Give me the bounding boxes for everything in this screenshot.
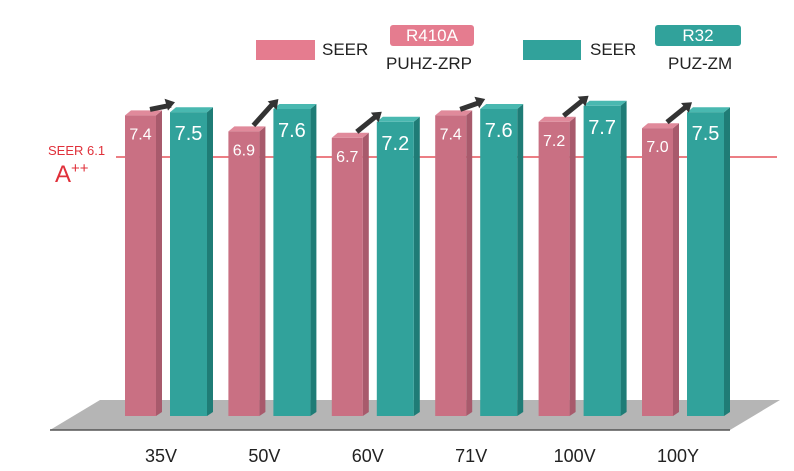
bar-35V-r32 <box>170 112 207 416</box>
bar-top <box>642 123 679 129</box>
legend-model-r32: PUZ-ZM <box>668 54 733 73</box>
data-label: 7.2 <box>543 133 565 150</box>
improvement-arrow-shaft <box>562 96 587 118</box>
bar-100Y-r410a <box>642 128 673 416</box>
legend-model-r410a: PUHZ-ZRP <box>386 54 472 73</box>
bar-top <box>435 110 473 116</box>
improvement-arrow-shaft <box>355 112 380 134</box>
data-label: 7.5 <box>175 123 203 145</box>
x-tick-label: 60V <box>352 446 384 466</box>
data-label: 7.6 <box>485 120 513 142</box>
x-tick-label: 35V <box>145 446 177 466</box>
bar-top <box>228 126 266 132</box>
bar-top <box>331 132 369 138</box>
energy-class-plus: ++ <box>71 160 89 177</box>
bar-60V-r410a <box>331 137 363 417</box>
bar-side <box>156 110 162 417</box>
data-label: 7.6 <box>278 120 306 142</box>
energy-class-letter: A <box>55 161 72 188</box>
improvement-arrow-icon <box>267 99 279 110</box>
bar-side <box>413 116 420 417</box>
bar-71V-r32 <box>480 109 518 416</box>
data-label: 7.5 <box>692 123 720 145</box>
legend-label-r32: SEER <box>590 40 637 59</box>
bar-top <box>583 100 627 106</box>
data-label: 7.4 <box>129 126 151 143</box>
bar-top <box>480 104 524 109</box>
data-label: 7.2 <box>381 133 409 155</box>
data-label: 7.7 <box>588 117 616 139</box>
improvement-arrow-shaft <box>251 100 277 128</box>
bar-100V-r410a <box>538 121 570 417</box>
reference-label: SEER 6.1 <box>48 143 106 158</box>
legend-badge-r410a: R410A <box>390 25 474 46</box>
bar-top <box>687 107 730 113</box>
improvement-arrow-icon <box>681 102 692 113</box>
energy-class-label: A++ <box>55 160 89 189</box>
data-label: 6.9 <box>233 142 255 159</box>
bar-side <box>310 104 317 416</box>
bar-top <box>273 104 317 109</box>
bar-side <box>569 116 576 417</box>
bar-100V-r32 <box>583 105 621 417</box>
bar-top <box>125 110 162 116</box>
bar-top <box>538 116 576 122</box>
data-label: 7.4 <box>440 126 462 143</box>
bar-side <box>259 126 266 417</box>
bar-50V-r410a <box>228 131 260 416</box>
legend-label-r410a: SEER <box>322 40 369 59</box>
legend-swatch-r410a <box>256 40 315 60</box>
x-tick-label: 100Y <box>657 446 699 466</box>
bar-71V-r410a <box>435 115 467 417</box>
bar-side <box>207 107 213 416</box>
legend-swatch-r32 <box>523 40 581 60</box>
x-tick-label: 71V <box>455 446 487 466</box>
data-label: 7.0 <box>646 139 668 156</box>
improvement-arrow-shaft <box>665 103 690 125</box>
bar-35V-r410a <box>125 115 156 417</box>
bar-50V-r32 <box>273 109 311 416</box>
bar-side <box>466 110 473 417</box>
bar-side <box>620 100 627 417</box>
x-tick-label: 50V <box>248 446 280 466</box>
bar-top <box>170 107 213 113</box>
bar-side <box>724 107 730 416</box>
x-tick-label: 100V <box>554 446 596 466</box>
bar-60V-r32 <box>376 121 414 417</box>
improvement-arrow-icon <box>164 98 175 111</box>
bar-100Y-r32 <box>687 112 724 416</box>
bar-side <box>517 104 524 416</box>
bar-top <box>376 116 420 122</box>
improvement-arrow-icon <box>577 95 589 107</box>
data-label: 6.7 <box>336 149 358 166</box>
legend-badge-r32: R32 <box>655 25 741 46</box>
improvement-arrow-icon <box>370 111 382 123</box>
bar-side <box>362 132 369 417</box>
improvement-arrow-icon <box>474 96 486 109</box>
bar-side <box>673 123 679 416</box>
